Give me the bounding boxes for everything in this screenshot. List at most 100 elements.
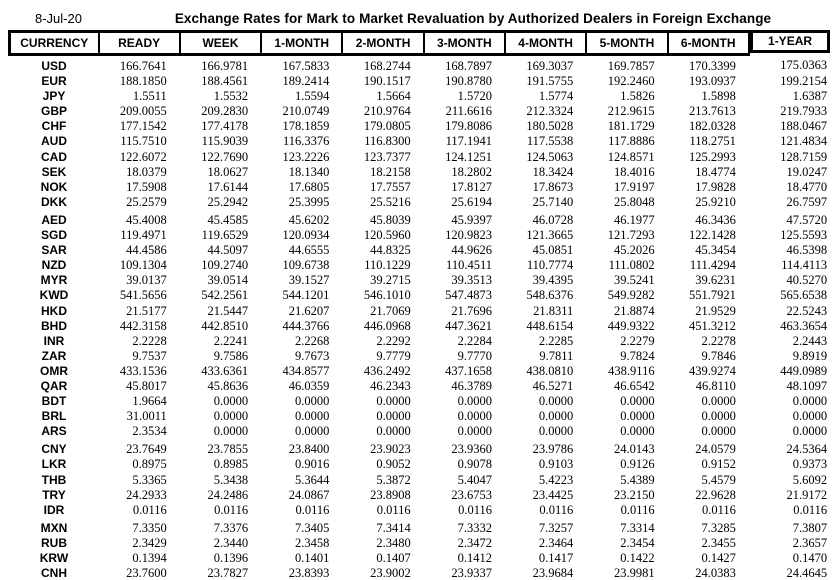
rate-cell: 219.7933	[780, 104, 828, 119]
rate-cell: 192.2460	[607, 74, 655, 89]
rate-cell: 124.5063	[526, 149, 574, 164]
rate-cell: 114.4113	[781, 258, 828, 273]
rate-cell: 1.5826	[620, 89, 655, 104]
rate-cell: 2.3472	[457, 535, 492, 550]
rate-cell: 551.7921	[689, 288, 736, 303]
rate-cell: 209.0055	[119, 104, 167, 119]
rate-cell: 110.7774	[526, 258, 574, 273]
rate-cell: 0.1396	[213, 551, 249, 565]
currency-code: ZAR	[41, 348, 67, 363]
rate-cell: 7.3376	[213, 520, 249, 535]
table-row: KRW 0.1394 0.1396 0.1401 0.1407 0.1412 0.1417 0…	[10, 551, 831, 566]
rate-cell: 39.0514	[207, 273, 249, 288]
rate-cell: 0.9152	[701, 457, 736, 472]
rate-cell: 18.4016	[613, 164, 655, 179]
rate-cell: 21.5447	[207, 303, 249, 318]
rate-cell: 438.9116	[608, 363, 655, 378]
rate-cell: 46.0359	[288, 378, 330, 393]
rate-cell: 45.6202	[288, 212, 330, 227]
rate-cell: 169.7857	[607, 59, 655, 73]
rate-cell: 2.2443	[792, 333, 828, 348]
exchange-rates-table: CURRENCY READY WEEK 1-MONTH 2-MONTH 3-MONTH 4-…	[8, 29, 831, 580]
rate-cell: 0.1427	[701, 551, 736, 565]
rate-cell: 1.5511	[132, 89, 167, 104]
rate-cell: 0.0000	[620, 394, 655, 409]
rate-cell: 182.0328	[689, 119, 736, 134]
rate-cell: 21.8311	[533, 303, 574, 318]
rate-cell: 24.0383	[695, 566, 736, 580]
rate-cell: 188.4561	[201, 74, 249, 89]
rate-cell: 449.9322	[607, 318, 655, 333]
table-row: NZD 109.1304 109.2740 109.6738 110.1229 110.4…	[10, 258, 831, 273]
rate-cell: 2.2284	[457, 333, 492, 348]
table-row: SEK 18.0379 18.0627 18.1340 18.2158 18.2802 18…	[10, 165, 831, 180]
currency-code: DKK	[41, 194, 67, 209]
rate-cell: 188.0467	[780, 119, 828, 134]
rate-cell: 5.3438	[213, 472, 249, 487]
rate-cell: 125.5593	[780, 228, 828, 243]
rate-cell: 115.9039	[201, 134, 249, 149]
rate-cell: 0.9052	[376, 457, 411, 472]
rate-cell: 25.2579	[126, 194, 167, 209]
currency-code: IDR	[43, 502, 65, 517]
rate-cell: 46.2343	[370, 378, 411, 393]
rate-cell: 0.9103	[538, 457, 574, 472]
rate-cell: 442.3158	[119, 318, 167, 333]
currency-code: SAR	[41, 243, 67, 258]
rate-cell: 9.7586	[213, 348, 249, 363]
rate-cell: 1.5898	[701, 89, 736, 104]
rate-cell: 2.3429	[132, 535, 167, 550]
rate-cell: 46.5398	[786, 243, 828, 258]
rate-cell: 23.9786	[532, 442, 574, 457]
column-header-2-month: 2-MONTH	[341, 30, 425, 56]
rate-cell: 9.8919	[792, 348, 828, 363]
rate-cell: 0.0000	[457, 394, 492, 409]
rate-cell: 124.8571	[607, 149, 655, 164]
rate-cell: 1.6387	[792, 89, 828, 104]
table-row: IDR 0.0116 0.0116 0.0116 0.0116 0.0116 0.0116 0…	[10, 503, 831, 518]
rate-cell: 22.5243	[786, 303, 828, 318]
rate-cell: 190.1517	[363, 74, 411, 89]
rate-cell: 565.6538	[780, 288, 828, 303]
rate-cell: 9.7811	[539, 348, 574, 363]
rate-cell: 26.7597	[786, 194, 828, 209]
rate-cell: 181.1729	[607, 119, 655, 134]
rate-cell: 0.0000	[376, 409, 411, 424]
rate-cell: 46.1977	[613, 212, 655, 227]
rate-cell: 117.5538	[526, 134, 574, 149]
rate-cell: 18.3424	[532, 164, 574, 179]
rate-cell: 23.8908	[370, 487, 411, 502]
rate-cell: 0.9126	[620, 457, 655, 472]
column-header-6-month: 6-MONTH	[666, 30, 750, 56]
rate-cell: 193.0937	[689, 74, 736, 89]
rate-cell: 2.2278	[701, 333, 736, 348]
rate-cell: 21.7696	[451, 303, 492, 318]
rate-cell: 2.3458	[295, 535, 330, 550]
rate-cell: 0.0116	[539, 502, 574, 517]
rate-cell: 25.3995	[288, 194, 330, 209]
rate-cell: 210.9764	[363, 104, 411, 119]
rate-cell: 21.9529	[695, 303, 736, 318]
rate-cell: 7.3414	[376, 520, 411, 535]
report-header: 8-Jul-20 Exchange Rates for Mark to Mark…	[0, 0, 833, 30]
rate-cell: 0.0000	[701, 409, 736, 424]
rate-cell: 0.0116	[793, 502, 828, 517]
rate-cell: 0.0000	[213, 424, 249, 439]
rate-cell: 22.9628	[695, 487, 736, 502]
rate-cell: 0.0000	[620, 409, 655, 424]
rate-cell: 7.3285	[701, 520, 736, 535]
rate-cell: 21.6207	[288, 303, 330, 318]
rate-cell: 116.8300	[364, 134, 411, 149]
rate-cell: 439.9274	[689, 363, 736, 378]
rate-cell: 109.1304	[119, 258, 167, 273]
rate-cell: 170.3399	[689, 59, 736, 73]
currency-code: CNH	[41, 566, 67, 580]
currency-code: AED	[41, 212, 67, 227]
rate-cell: 109.2740	[201, 258, 249, 273]
rate-cell: 17.8673	[532, 179, 574, 194]
rate-cell: 21.5177	[126, 303, 167, 318]
rate-cell: 45.4585	[207, 212, 249, 227]
rate-cell: 451.3212	[689, 318, 736, 333]
rate-cell: 7.3257	[538, 520, 574, 535]
rate-cell: 24.2933	[126, 487, 167, 502]
